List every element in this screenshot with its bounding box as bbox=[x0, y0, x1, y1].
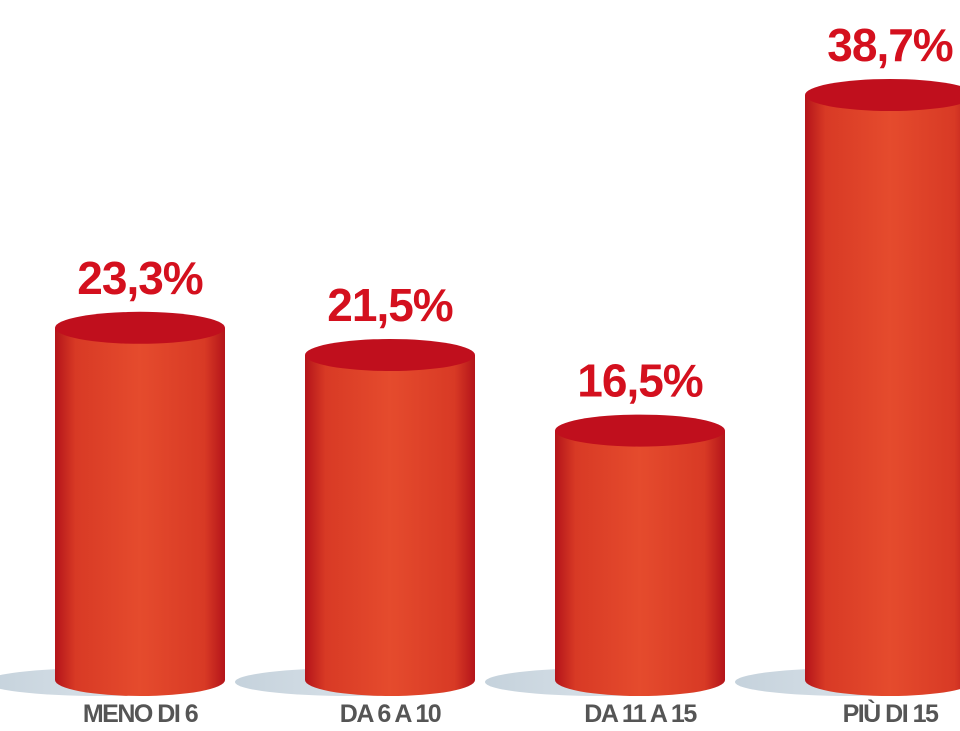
bar bbox=[305, 355, 475, 696]
bar bbox=[55, 327, 225, 696]
x-tick-label: MENO DI 6 bbox=[83, 700, 198, 728]
bar bbox=[805, 95, 960, 696]
x-tick-label: DA 6 A 10 bbox=[340, 700, 441, 728]
value-label: 38,7% bbox=[827, 19, 953, 71]
value-label: 23,3% bbox=[77, 252, 203, 304]
bar-top bbox=[305, 339, 475, 371]
bar bbox=[555, 430, 725, 696]
bar-top bbox=[555, 414, 725, 447]
bar-top bbox=[805, 79, 960, 111]
x-tick-label: DA 11 A 15 bbox=[584, 700, 697, 728]
value-label: 21,5% bbox=[327, 279, 453, 331]
x-tick-label: PIÙ DI 15 bbox=[843, 698, 939, 728]
value-label: 16,5% bbox=[577, 355, 703, 407]
bar-top bbox=[55, 311, 225, 344]
